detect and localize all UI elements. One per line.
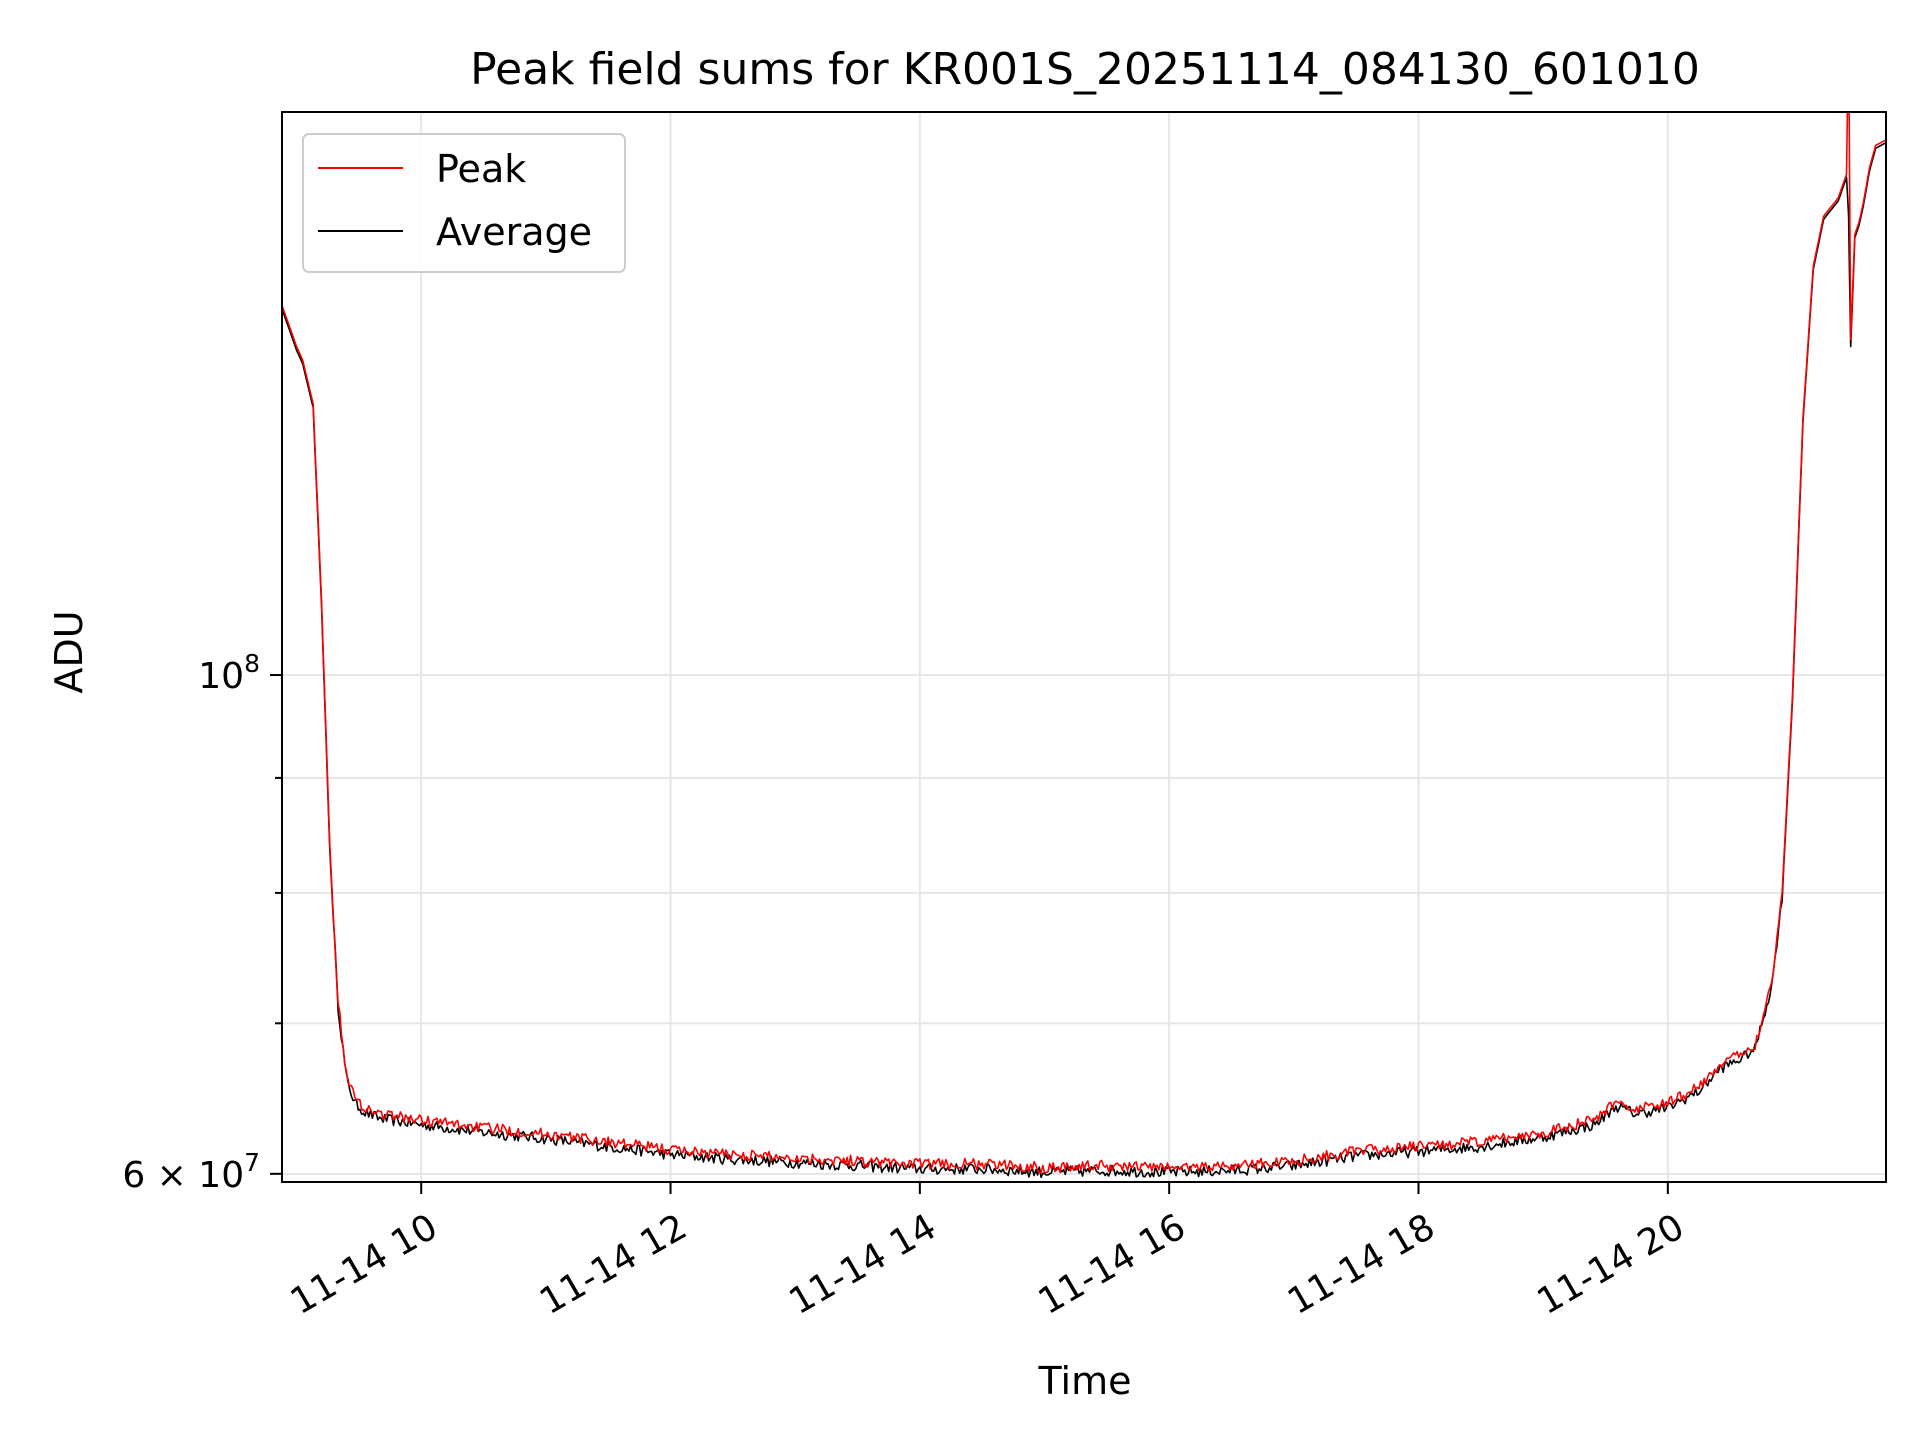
- legend: Peak Average: [302, 133, 626, 273]
- chart-title: Peak field sums for KR001S_20251114_0841…: [470, 44, 1700, 95]
- plot-frame: [281, 111, 1887, 1183]
- legend-label-average: Average: [436, 210, 592, 254]
- y-axis-ticks: 6 × 107 108: [122, 649, 282, 1196]
- x-axis-label: Time: [1038, 1359, 1132, 1403]
- y-tick-label: 108: [198, 649, 260, 697]
- grid: [282, 112, 1886, 1182]
- legend-label-peak: Peak: [436, 147, 526, 191]
- y-axis-label: ADU: [47, 610, 91, 693]
- y-tick-label: 6 × 107: [122, 1148, 260, 1196]
- series-layer: [282, 112, 1886, 1179]
- series-line-peak: [282, 112, 1886, 1174]
